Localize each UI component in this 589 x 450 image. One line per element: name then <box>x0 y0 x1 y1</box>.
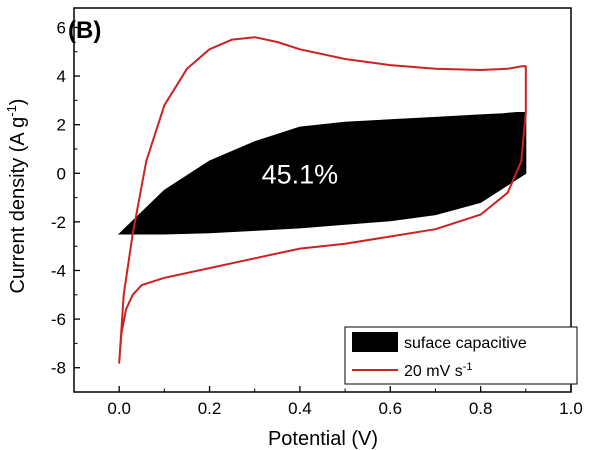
legend-label-cv: 20 mV s-1 <box>404 361 472 380</box>
x-tick-label: 0.0 <box>107 399 131 418</box>
surface-capacitive-area <box>117 112 527 235</box>
tick-labels: 0.0 0.2 0.4 0.6 0.8 1.0 -8 -6 -4 -2 0 2 4 6 <box>51 18 583 418</box>
plot-lines <box>118 36 527 364</box>
y-tick-label: -2 <box>51 213 66 232</box>
legend: suface capacitive 20 mV s-1 <box>344 326 578 385</box>
legend-swatch-surface <box>352 332 398 352</box>
x-tick-label: 1.0 <box>559 399 583 418</box>
y-tick-label: -6 <box>51 310 66 329</box>
y-tick-label: -8 <box>51 359 66 378</box>
y-tick-label: 2 <box>57 116 66 135</box>
panel-label: (B) <box>68 17 101 44</box>
legend-label-surface: suface capacitive <box>404 335 527 352</box>
x-tick-label: 0.2 <box>198 399 222 418</box>
x-tick-label: 0.8 <box>469 399 493 418</box>
legend-label-cv-exponent: -1 <box>463 361 473 373</box>
area-percentage-annotation: 45.1% <box>262 159 339 189</box>
y-axis-label: Current density (A g-1) <box>4 99 29 294</box>
y-axis-label-close: ) <box>7 99 29 106</box>
axis-ticks <box>74 26 572 392</box>
y-axis-label-exponent: -1 <box>4 105 19 117</box>
x-axis-label: Potential (V) <box>268 428 378 450</box>
plot-frame <box>73 7 572 393</box>
legend-label-cv-main: 20 mV s <box>404 363 463 380</box>
x-tick-label: 0.4 <box>288 399 312 418</box>
y-tick-label: 0 <box>57 164 66 183</box>
y-axis-label-main: Current density (A g <box>7 117 29 294</box>
y-tick-label: -4 <box>51 261 66 280</box>
y-tick-label: 4 <box>57 67 66 86</box>
y-tick-label: 6 <box>57 18 66 37</box>
x-tick-label: 0.6 <box>378 399 402 418</box>
cv-curve-20mv <box>118 36 527 364</box>
plot-fills <box>117 112 527 235</box>
